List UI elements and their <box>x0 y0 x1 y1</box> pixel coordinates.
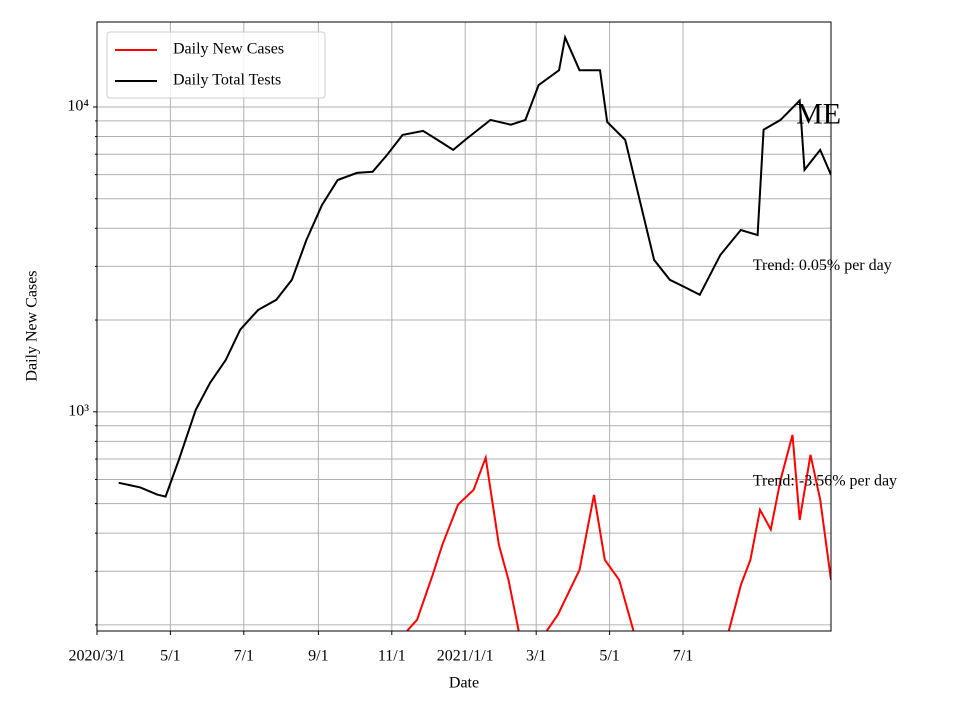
annotation: ME <box>796 97 841 130</box>
x-tick-label: 9/1 <box>308 648 328 665</box>
annotation: Trend: -3.56% per day <box>753 472 897 489</box>
series-clip <box>118 34 831 498</box>
legend-box <box>106 31 326 99</box>
plot-frame <box>96 21 832 632</box>
series-clip <box>405 434 831 631</box>
x-tick-label: 11/1 <box>378 648 406 665</box>
series-line <box>405 434 831 631</box>
y-tick-label: 10⁴ <box>67 98 89 115</box>
x-tick-label: 5/1 <box>160 648 180 665</box>
x-tick-label: 7/1 <box>673 648 693 665</box>
annotation: Trend: 0.05% per day <box>753 257 892 274</box>
y-axis-label: Daily New Cases <box>24 270 41 381</box>
legend-label: Daily New Cases <box>173 41 284 58</box>
x-tick-label: 7/1 <box>234 648 254 665</box>
legend-label: Daily Total Tests <box>173 72 281 89</box>
x-tick-label: 2020/3/1 <box>69 648 126 665</box>
x-axis-label: Date <box>449 675 479 692</box>
series-line <box>118 34 831 498</box>
y-tick-label: 10³ <box>68 402 89 419</box>
x-tick-label: 5/1 <box>599 648 619 665</box>
x-tick-label: 3/1 <box>526 648 546 665</box>
x-tick-label: 2021/1/1 <box>437 648 494 665</box>
